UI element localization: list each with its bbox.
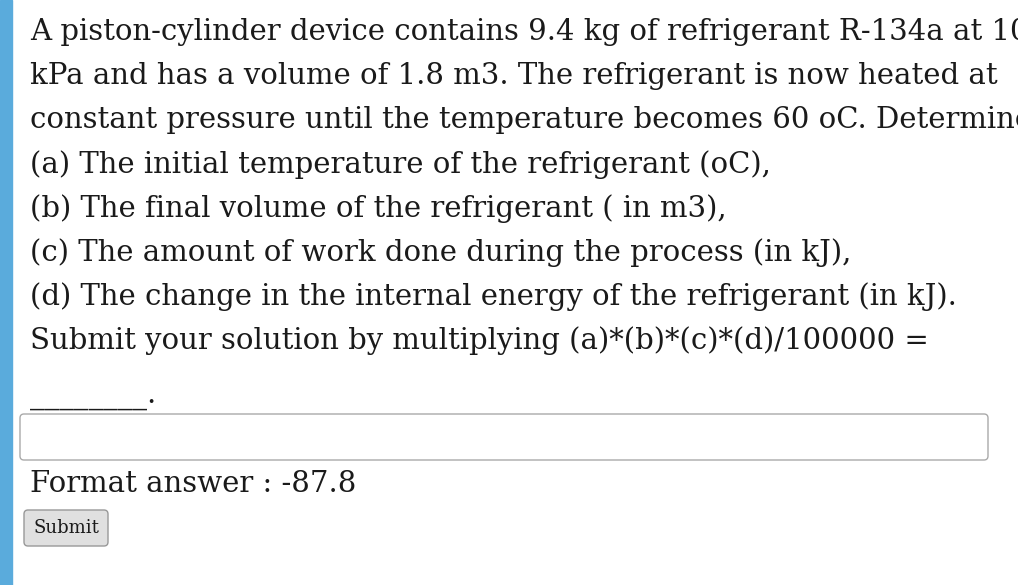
Text: Format answer : -87.8: Format answer : -87.8 <box>30 470 356 498</box>
Text: kPa and has a volume of 1.8 m3. The refrigerant is now heated at: kPa and has a volume of 1.8 m3. The refr… <box>30 62 998 90</box>
Text: constant pressure until the temperature becomes 60 oC. Determine:: constant pressure until the temperature … <box>30 106 1018 134</box>
Text: A piston-cylinder device contains 9.4 kg of refrigerant R-134a at 100: A piston-cylinder device contains 9.4 kg… <box>30 18 1018 46</box>
Text: Submit: Submit <box>33 519 99 537</box>
Text: (a) The initial temperature of the refrigerant (oC),: (a) The initial temperature of the refri… <box>30 150 771 179</box>
Text: Submit your solution by multiplying (a)*(b)*(c)*(d)/100000 =: Submit your solution by multiplying (a)*… <box>30 326 928 355</box>
FancyBboxPatch shape <box>24 510 108 546</box>
Text: (d) The change in the internal energy of the refrigerant (in kJ).: (d) The change in the internal energy of… <box>30 282 957 311</box>
Bar <box>0 0 12 585</box>
Text: (b) The final volume of the refrigerant ( in m3),: (b) The final volume of the refrigerant … <box>30 194 727 223</box>
Text: (c) The amount of work done during the process (in kJ),: (c) The amount of work done during the p… <box>30 238 851 267</box>
FancyBboxPatch shape <box>20 414 988 460</box>
Text: ________.: ________. <box>30 382 156 410</box>
